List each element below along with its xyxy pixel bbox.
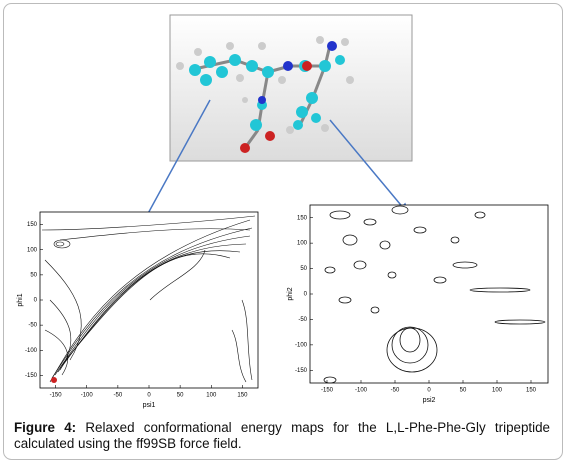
y-tick-label: -100 (295, 342, 308, 348)
y-tick-label: 0 (304, 292, 308, 298)
y-tick-label: -50 (28, 323, 37, 329)
energy-map-2 (309, 204, 549, 384)
x-tick-label: 0 (147, 393, 151, 399)
x-tick-label: 100 (492, 388, 503, 394)
energy-map-1 (39, 211, 259, 389)
caption-text: Relaxed conformational energy maps for t… (14, 420, 551, 451)
y-tick-label: 50 (300, 266, 307, 272)
y-tick-label: -100 (25, 348, 38, 354)
y-tick-label: -50 (298, 317, 307, 323)
y-tick-label: 0 (34, 298, 38, 304)
x-tick-label: -50 (114, 393, 123, 399)
x-axis-label: psi1 (143, 402, 156, 409)
x-tick-label: -50 (391, 388, 400, 394)
x-tick-label: 100 (206, 393, 217, 399)
x-tick-label: 0 (427, 388, 431, 394)
y-tick-label: -150 (295, 368, 308, 374)
y-tick-label: -150 (25, 373, 38, 379)
x-tick-label: 150 (237, 393, 248, 399)
molecule-image (169, 14, 413, 162)
x-tick-label: -100 (81, 393, 94, 399)
y-tick-label: 100 (297, 241, 308, 247)
y-tick-label: 50 (30, 272, 37, 278)
x-tick-label: 50 (460, 388, 467, 394)
y-tick-label: 150 (297, 215, 308, 221)
y-axis-label: phi1 (17, 293, 24, 306)
figure-label: Figure 4: (14, 420, 77, 435)
y-tick-label: 150 (27, 222, 38, 228)
x-tick-label: -150 (321, 388, 334, 394)
x-tick-label: 150 (526, 388, 537, 394)
x-tick-label: -150 (50, 393, 63, 399)
y-axis-label: phi2 (287, 287, 294, 300)
figure-caption: Figure 4: Relaxed conformational energy … (14, 420, 550, 452)
x-tick-label: 50 (177, 393, 184, 399)
x-axis-label: psi2 (423, 397, 436, 404)
x-tick-label: -100 (355, 388, 368, 394)
y-tick-label: 100 (27, 247, 38, 253)
